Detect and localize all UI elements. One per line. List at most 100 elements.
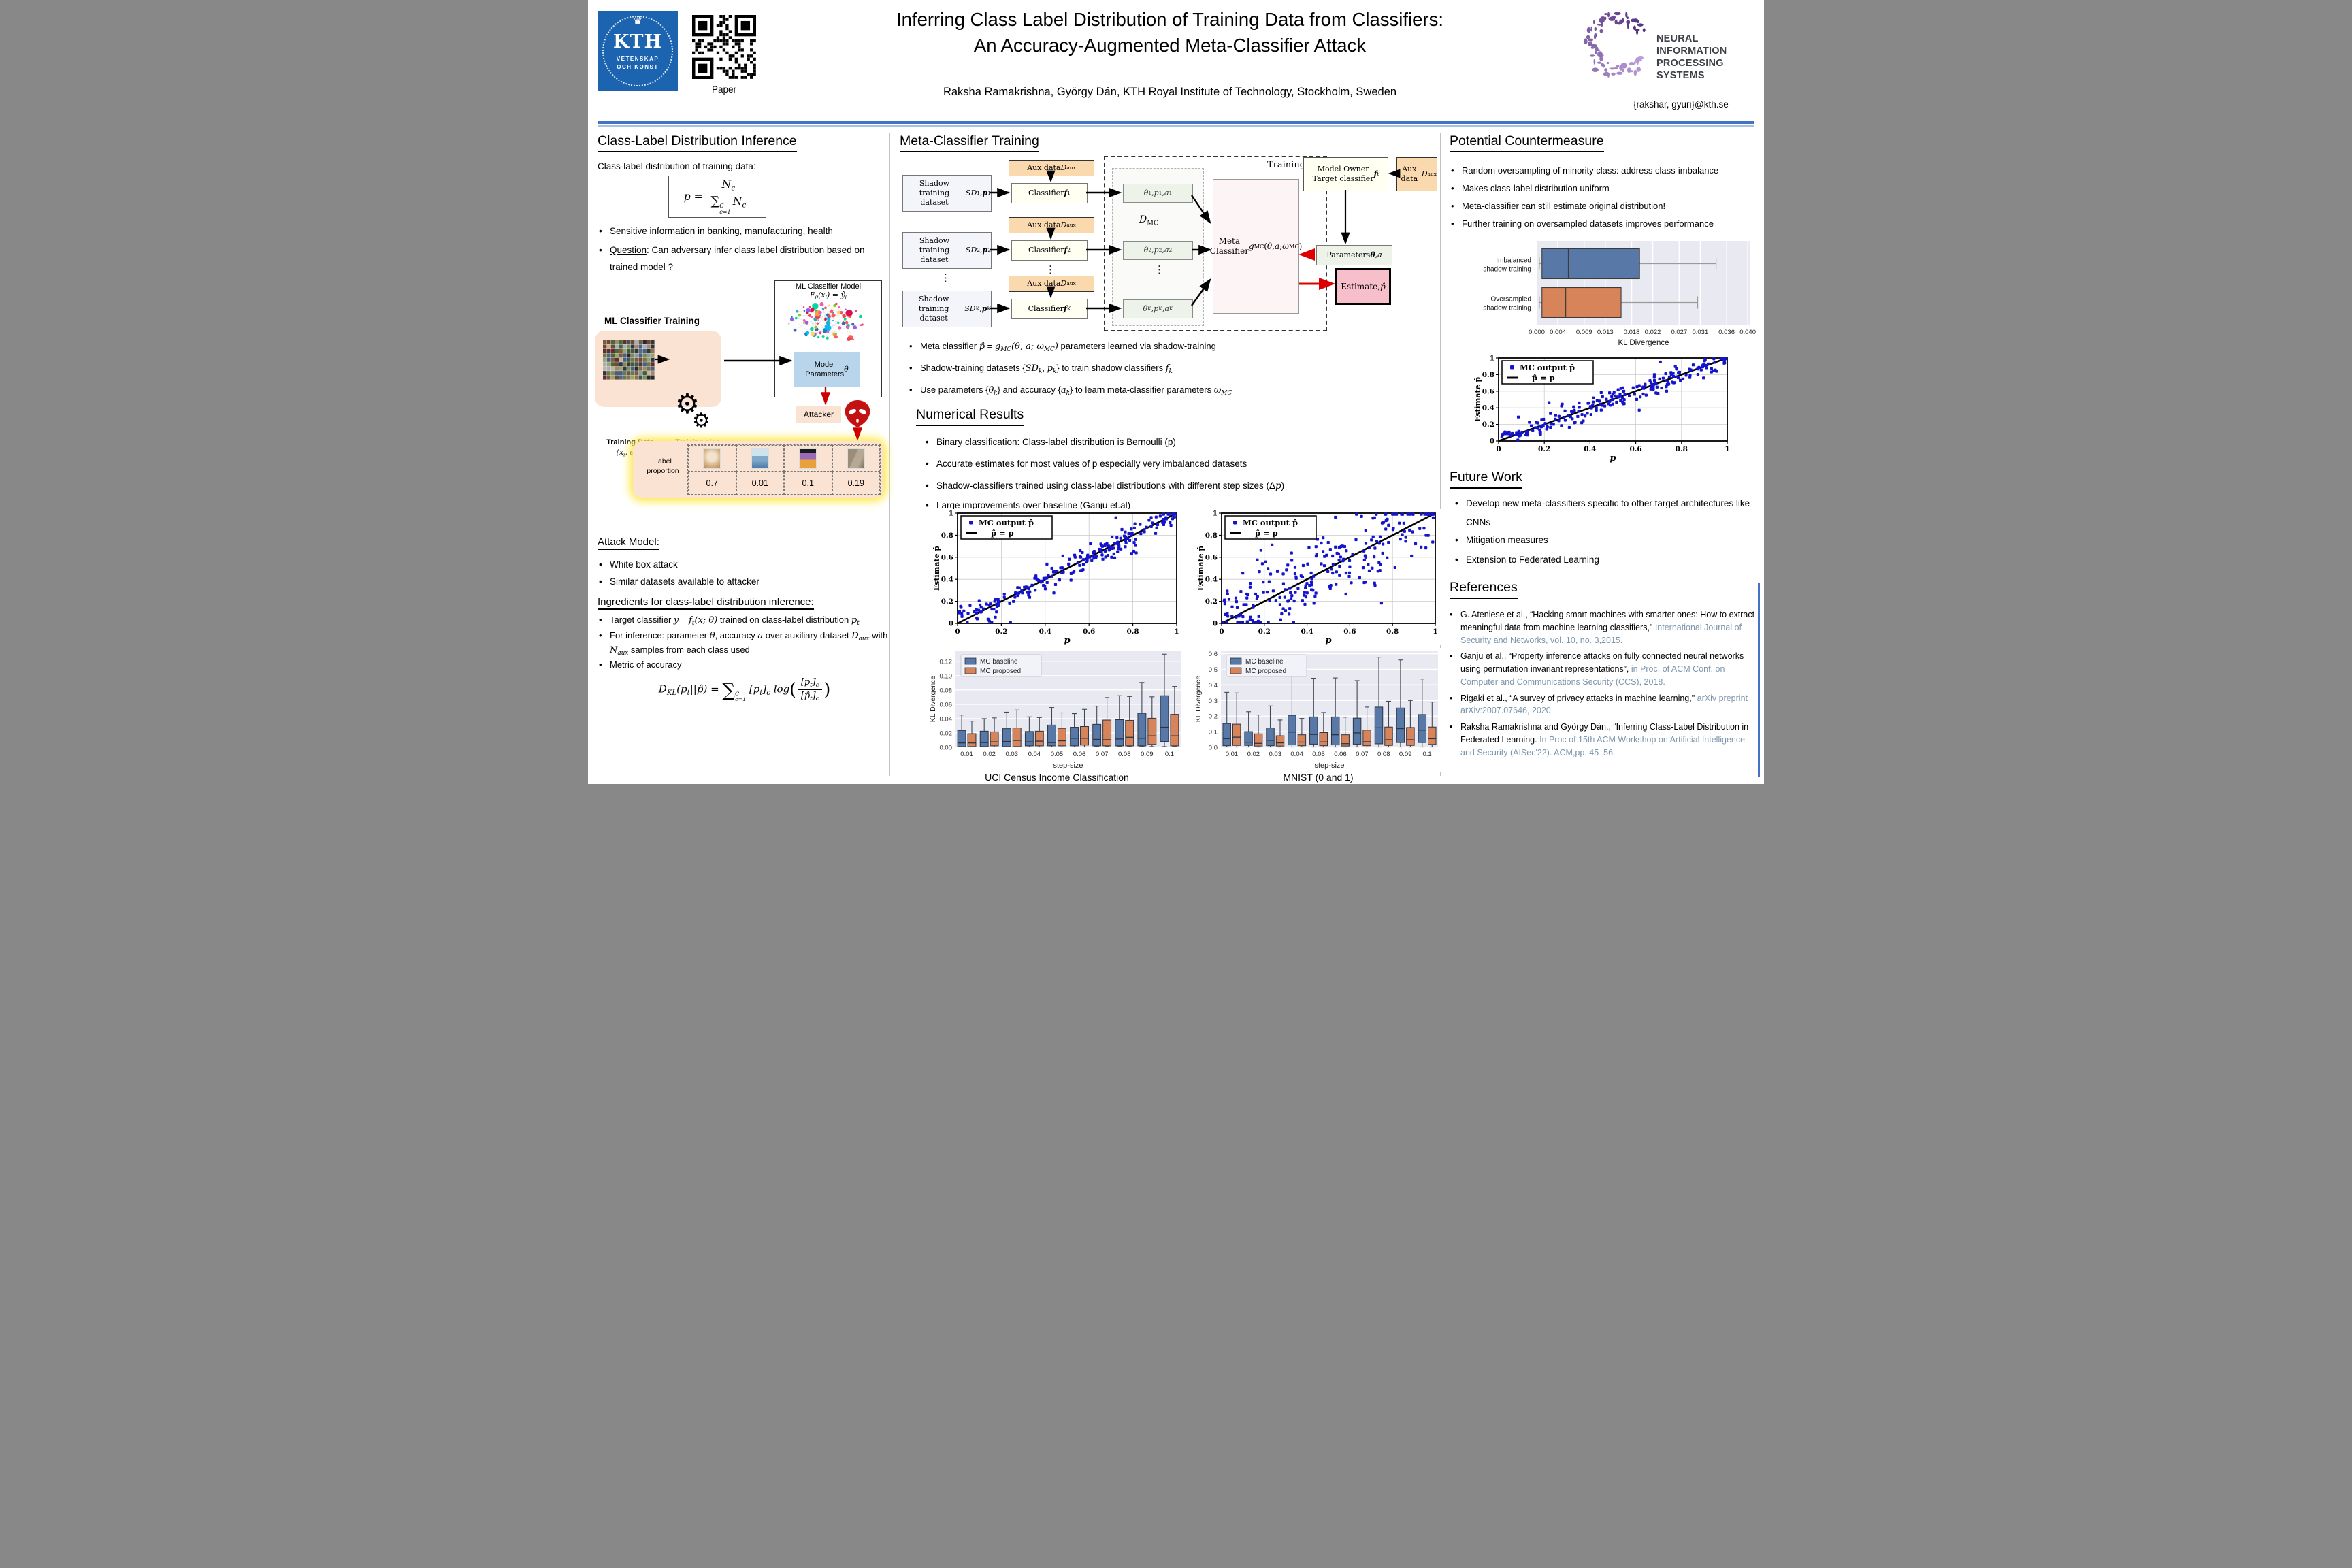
svg-text:step-size: step-size: [1314, 762, 1344, 770]
svg-text:0.013: 0.013: [1597, 329, 1614, 336]
proportion-value: 0.01: [736, 472, 784, 495]
meta-bullet-1: • Meta classifier p̂ = gMC(θ, a; ωMC) par…: [909, 341, 1216, 354]
svg-text:MC proposed: MC proposed: [980, 668, 1021, 675]
svg-text:0: 0: [1213, 620, 1218, 628]
section-potential-countermeasure: Potential Countermeasure: [1450, 133, 1604, 152]
neurips-logo: NEURAL INFORMATION PROCESSING SYSTEMS: [1583, 5, 1760, 88]
svg-text:0.3: 0.3: [1209, 698, 1218, 705]
label-proportion-caption: Label proportion: [647, 457, 679, 475]
uci-scatter-plot: 00 0.2 0.2 0.4 0.4 0.6 0.6 0.8 0.8 1 1 MC output p̂…: [932, 509, 1182, 645]
svg-text:MC output p̂: MC output p̂: [1243, 518, 1298, 527]
svg-text:0.2: 0.2: [1258, 627, 1271, 636]
paper-qr-code: Paper: [691, 15, 757, 95]
label-proportion-box: Label proportion 0.7 0.01 0.1 0.19: [633, 441, 883, 498]
svg-text:0.000: 0.000: [1529, 329, 1545, 336]
poster: ♛ KTH VETENSKAP OCH KONST Paper Inferrin…: [588, 0, 1764, 784]
ml-classifier-model-box: ML Classifier Model Fθ(xi) = ŷi Model Par…: [774, 280, 882, 397]
svg-text:p: p: [1610, 453, 1616, 463]
gear-icon-small: ⚙: [692, 410, 710, 432]
kth-name: KTH: [612, 31, 663, 52]
neurips-wordmark: NEURAL INFORMATION PROCESSING SYSTEMS: [1656, 33, 1760, 82]
svg-text:0.02: 0.02: [940, 730, 953, 737]
authors-line: Raksha Ramakrishna, György Dán, KTH Roya…: [943, 86, 1397, 98]
references-list: • G. Ateniese et al., “Hacking smart mach…: [1450, 608, 1757, 762]
svg-text:MC output p̂: MC output p̂: [979, 518, 1034, 527]
svg-text:0.6: 0.6: [1482, 387, 1494, 395]
future-bullet-1: • Develop new meta-classifiers specific t…: [1455, 498, 1750, 527]
svg-text:1: 1: [1174, 627, 1179, 636]
svg-text:0.04: 0.04: [1290, 751, 1303, 758]
kth-motto-1: VETENSKAP: [616, 56, 659, 62]
meta-bullet-3: • Use parameters {θk} and accuracy {ak} t…: [909, 385, 1232, 397]
header-rule: [598, 121, 1754, 124]
counter-bullet-1: • Random oversampling of minority class: …: [1451, 165, 1719, 176]
svg-text:0.1: 0.1: [1209, 729, 1218, 736]
counter-bullet-3: • Meta-classifier can still estimate orig…: [1451, 201, 1666, 211]
svg-text:step-size: step-size: [1053, 762, 1083, 770]
svg-text:0.022: 0.022: [1645, 329, 1661, 336]
svg-text:0.2: 0.2: [995, 627, 1007, 636]
svg-text:0.4: 0.4: [1482, 404, 1494, 412]
reference-item: • Rigaki et al., “A survey of privacy att…: [1450, 693, 1748, 716]
svg-text:0.0: 0.0: [1209, 745, 1218, 752]
ml-classifier-training-label: ML Classifier Training: [604, 316, 700, 326]
svg-text:KL Divergence: KL Divergence: [1618, 339, 1669, 347]
svg-text:0.5: 0.5: [1209, 666, 1218, 674]
svg-text:0.6: 0.6: [941, 553, 953, 561]
svg-text:0.06: 0.06: [940, 701, 953, 708]
proportion-value: 0.1: [784, 472, 832, 495]
future-bullet-2: • Mitigation measures: [1455, 535, 1548, 545]
class-thumb-trunk: [832, 445, 880, 472]
estimate-box: Estimate, p̂: [1335, 268, 1391, 305]
left-bullet-question: • Question: Can adversary infer class lab…: [599, 245, 865, 272]
svg-text:shadow-training: shadow-training: [1483, 265, 1531, 273]
svg-text:p: p: [1064, 636, 1070, 645]
title-line-2: An Accuracy-Augmented Meta-Classifier At…: [973, 34, 1367, 56]
svg-text:0.01: 0.01: [960, 751, 973, 758]
svg-text:0.8: 0.8: [1205, 532, 1218, 540]
svg-text:0: 0: [949, 620, 953, 628]
model-box-formula: Fθ(xi) = ŷi: [809, 291, 847, 301]
svg-text:KL Divergence: KL Divergence: [929, 676, 937, 723]
svg-text:0.10: 0.10: [940, 672, 953, 680]
parameters-box: Parameters θ, a: [1316, 245, 1392, 265]
svg-text:0.09: 0.09: [1141, 751, 1154, 758]
svg-text:0.07: 0.07: [1356, 751, 1369, 758]
left-intro: Class-label distribution of training dat…: [598, 161, 756, 172]
kth-motto-2: OCH KONST: [617, 64, 659, 70]
svg-text:0.00: 0.00: [940, 745, 953, 752]
numerical-bullet-4: • Large improvements over baseline (Ganju…: [926, 500, 1131, 510]
uci-caption: UCI Census Income Classification: [985, 772, 1129, 783]
numerical-bullet-2: • Accurate estimates for most values of p…: [926, 459, 1247, 469]
label-proportion-table: 0.7 0.01 0.1 0.19: [687, 444, 881, 495]
class-thumb-bridge: [736, 445, 784, 472]
model-box-title: ML Classifier Model: [795, 282, 862, 291]
svg-text:0.6: 0.6: [1083, 627, 1095, 636]
training-dashed-container: [1104, 156, 1327, 331]
neurips-line-1: NEURAL INFORMATION: [1656, 33, 1727, 57]
svg-text:KL Divergence: KL Divergence: [1194, 676, 1203, 723]
svg-text:Estimate p̂: Estimate p̂: [932, 546, 941, 591]
reference-item: • Raksha Ramakrishna and György Dán., “In…: [1450, 722, 1749, 757]
svg-text:0.01: 0.01: [1226, 751, 1239, 758]
proportion-value: 0.7: [688, 472, 736, 495]
svg-text:0.6: 0.6: [1343, 627, 1356, 636]
svg-text:0.4: 0.4: [1584, 445, 1596, 453]
model-parameters-box: Model Parameters θ: [794, 352, 860, 387]
svg-text:MC output p̂: MC output p̂: [1520, 363, 1575, 372]
training-label: Training: [1267, 160, 1306, 170]
svg-text:0.08: 0.08: [1377, 751, 1390, 758]
class-thumb-dog: [688, 445, 736, 472]
meta-bullet-2: • Shadow-training datasets {SDk, pk} to t…: [909, 363, 1173, 376]
svg-text:shadow-training: shadow-training: [1483, 305, 1531, 312]
mnist-caption: MNIST (0 and 1): [1283, 772, 1354, 783]
